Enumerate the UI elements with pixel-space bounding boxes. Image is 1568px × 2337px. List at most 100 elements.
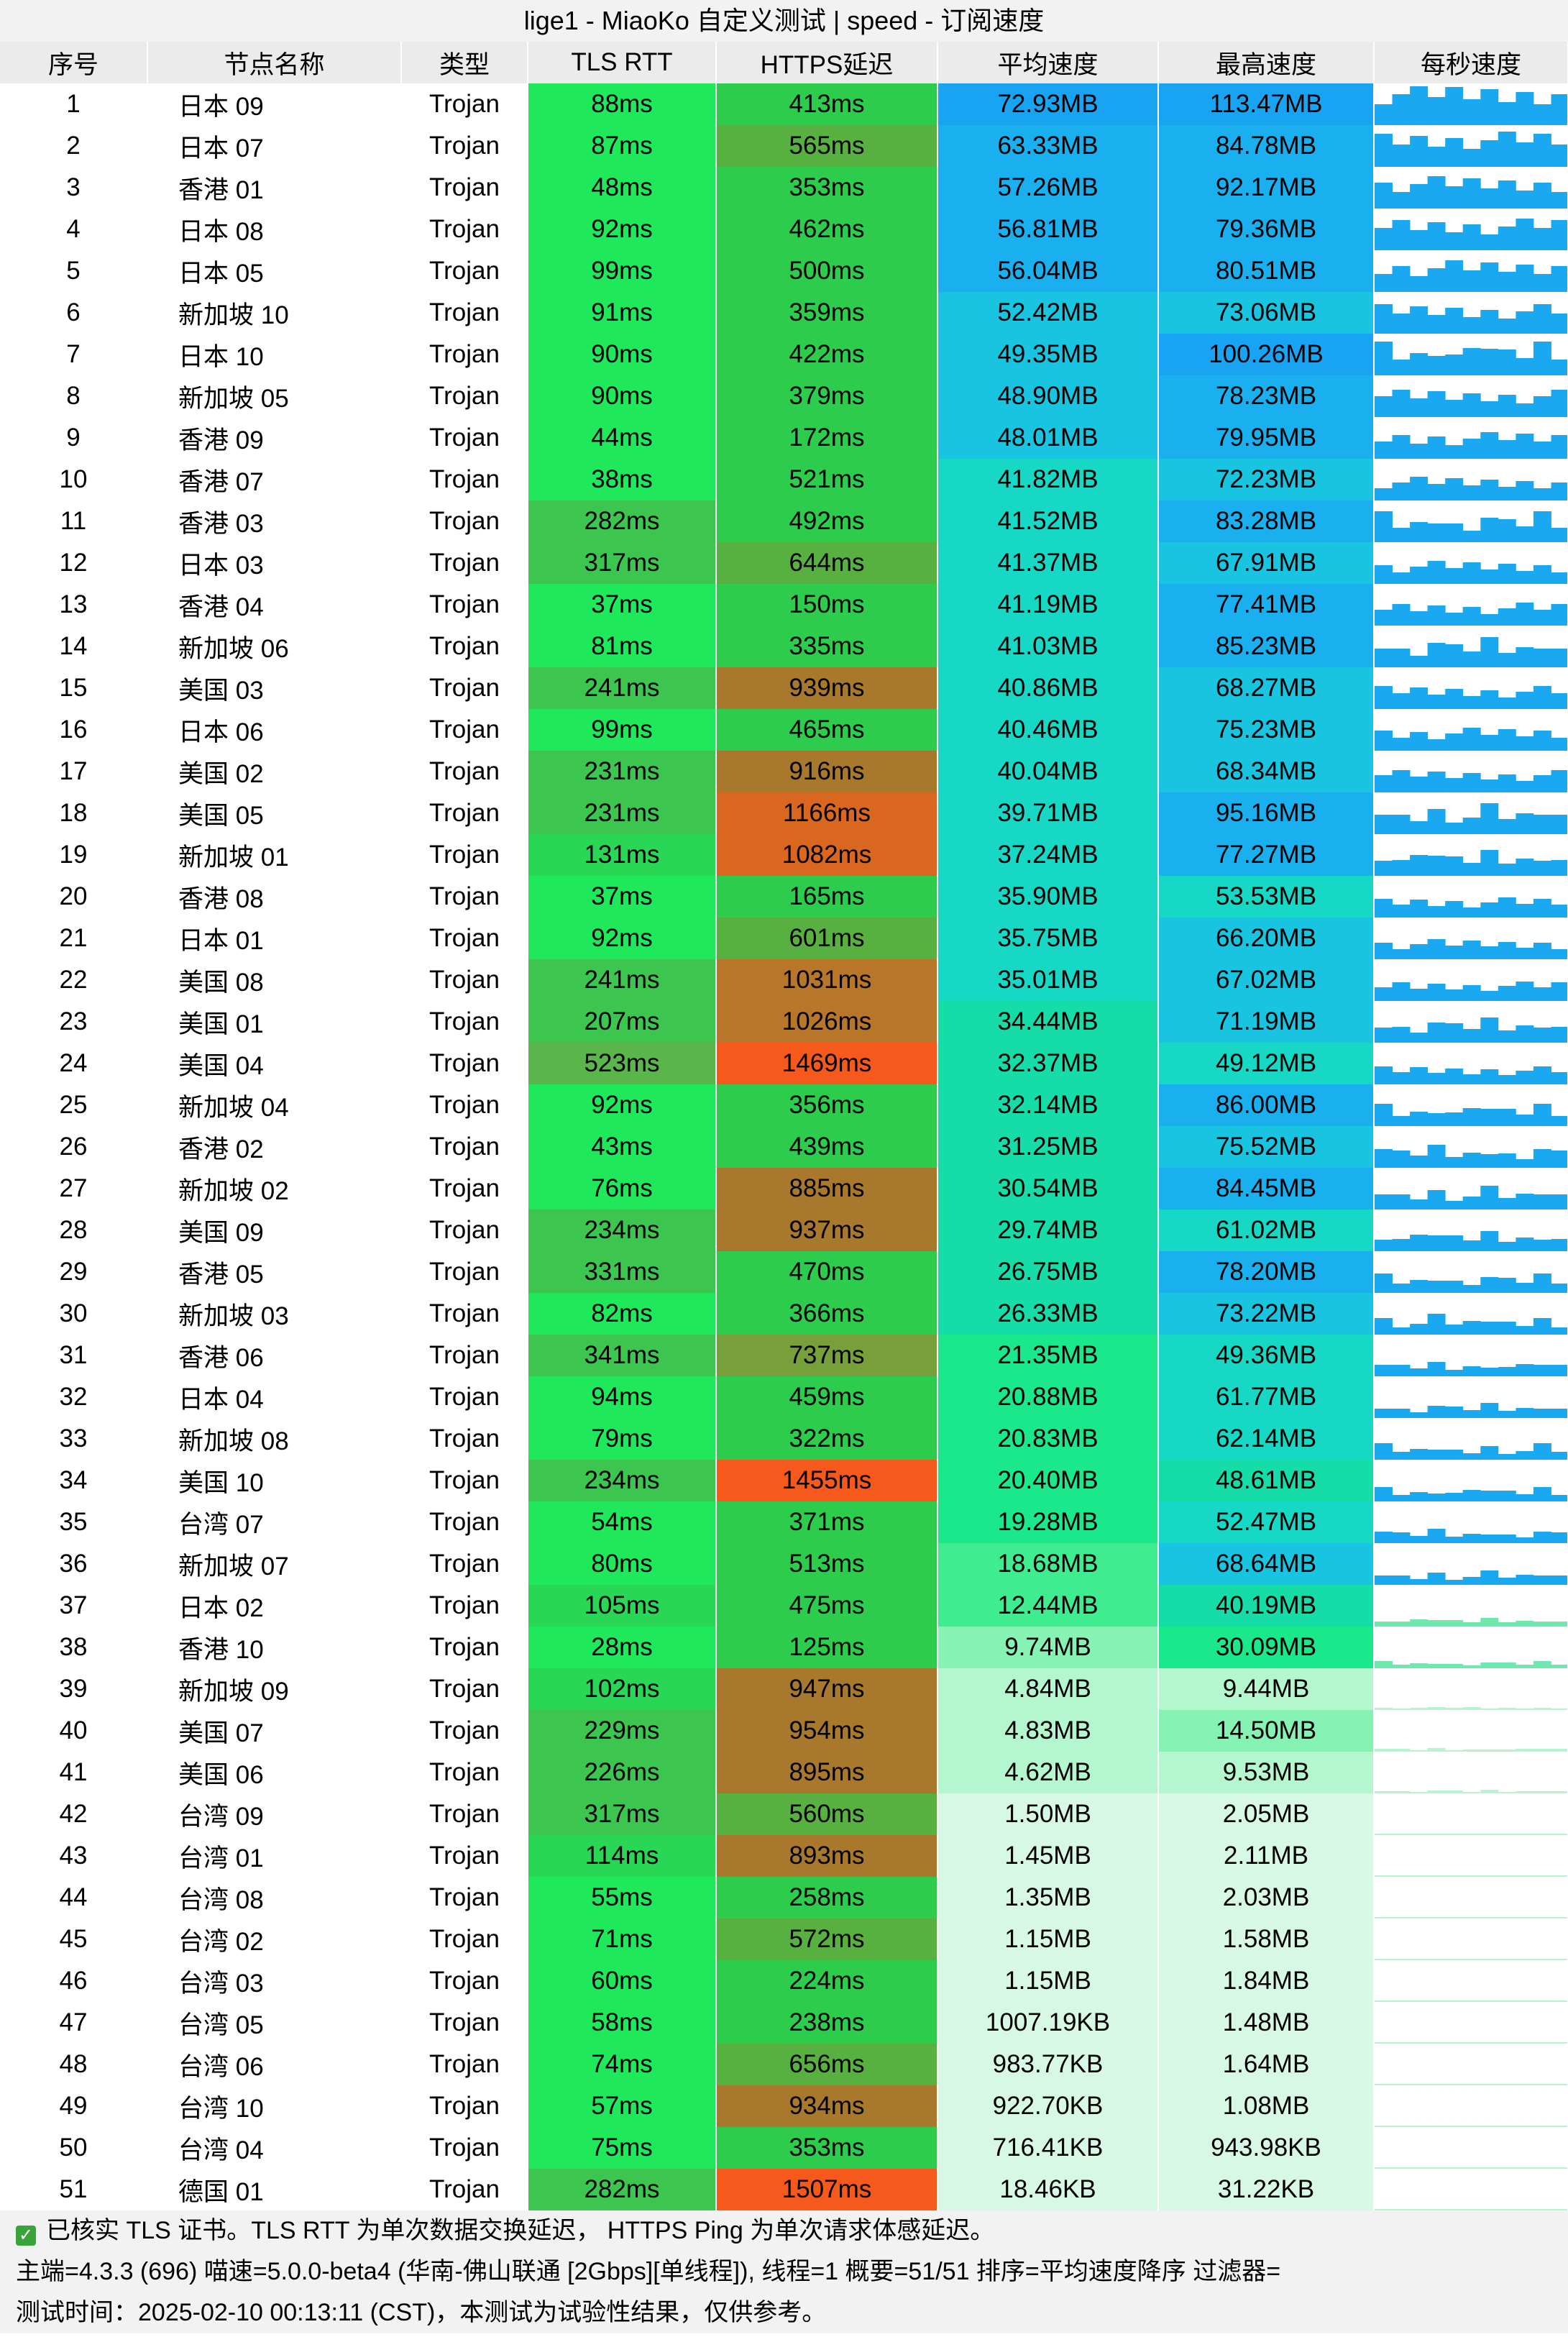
sparkline-bar: [1498, 608, 1516, 626]
header-index: 序号: [0, 42, 148, 83]
sparkline-bar: [1427, 739, 1446, 751]
speed-sparkline: [1375, 1362, 1567, 1376]
sparkline-bar: [1480, 1154, 1499, 1168]
cell-index: 28: [0, 1209, 148, 1251]
cell-type: Trojan: [401, 334, 528, 375]
sparkline-bar: [1462, 1108, 1481, 1126]
sparkline-bar: [1392, 2000, 1411, 2002]
cell-avg-speed: 34.44MB: [937, 1001, 1159, 1043]
cell-index: 31: [0, 1335, 148, 1376]
sparkline-bar: [1392, 1709, 1411, 1710]
cell-per-second-speed: [1374, 2002, 1568, 2044]
sparkline-bar: [1480, 779, 1499, 792]
cell-avg-speed: 1.35MB: [937, 1877, 1159, 1918]
cell-index: 10: [0, 459, 148, 500]
cell-tls-rtt: 226ms: [528, 1752, 717, 1793]
cell-tls-rtt: 37ms: [528, 876, 717, 918]
sparkline-bar: [1392, 860, 1411, 876]
sparkline-bar: [1498, 1030, 1516, 1043]
sparkline-bar: [1480, 2209, 1499, 2210]
cell-per-second-speed: [1374, 1835, 1568, 1877]
sparkline-bar: [1551, 1834, 1567, 1835]
cell-avg-speed: 63.33MB: [937, 125, 1159, 167]
speed-sparkline: [1375, 132, 1567, 167]
cell-node-name: 台湾 06: [147, 2044, 402, 2085]
sparkline-bar: [1462, 1750, 1481, 1752]
cell-per-second-speed: [1374, 709, 1568, 751]
sparkline-bar: [1445, 901, 1464, 918]
table-row: 38 香港 10 Trojan 28ms 125ms 9.74MB 30.09MB: [0, 1627, 1568, 1668]
cell-index: 33: [0, 1418, 148, 1460]
sparkline-bar: [1480, 1709, 1499, 1710]
sparkline-bar: [1480, 803, 1499, 834]
sparkline-bar: [1410, 1917, 1429, 1918]
sparkline-bar: [1445, 823, 1464, 834]
sparkline-bar: [1392, 94, 1411, 125]
sparkline-bar: [1516, 982, 1534, 1001]
cell-type: Trojan: [401, 667, 528, 709]
sparkline-bar: [1445, 232, 1464, 250]
sparkline-bar: [1410, 1492, 1429, 1501]
cell-avg-speed: 41.37MB: [937, 542, 1159, 584]
sparkline-bar: [1392, 982, 1411, 1001]
cell-type: Trojan: [401, 792, 528, 834]
sparkline-bar: [1516, 1364, 1534, 1376]
sparkline-bar: [1480, 2167, 1499, 2169]
cell-index: 44: [0, 1877, 148, 1918]
sparkline-bar: [1427, 809, 1446, 834]
cell-node-name: 新加坡 03: [147, 1293, 402, 1335]
cell-type: Trojan: [401, 584, 528, 626]
cell-avg-speed: 26.75MB: [937, 1251, 1159, 1293]
sparkline-bar: [1516, 2126, 1534, 2127]
cell-index: 25: [0, 1084, 148, 1126]
sparkline-bar: [1392, 2084, 1411, 2085]
sparkline-bar: [1462, 773, 1481, 792]
sparkline-bar: [1445, 1325, 1464, 1335]
sparkline-bar: [1551, 949, 1567, 959]
sparkline-bar: [1516, 2042, 1534, 2044]
cell-tls-rtt: 80ms: [528, 1543, 717, 1585]
table-row: 19 新加坡 01 Trojan 131ms 1082ms 37.24MB 77.27MB: [0, 834, 1568, 876]
sparkline-bar: [1551, 1575, 1567, 1585]
sparkline-bar: [1480, 1322, 1499, 1335]
sparkline-bar: [1462, 2000, 1481, 2002]
cell-node-name: 新加坡 04: [147, 1084, 402, 1126]
sparkline-bar: [1445, 568, 1464, 584]
sparkline-bar: [1498, 2042, 1516, 2044]
sparkline-bar: [1480, 1491, 1499, 1501]
sparkline-bar: [1427, 523, 1446, 542]
cell-type: Trojan: [401, 250, 528, 292]
sparkline-bar: [1375, 1365, 1393, 1376]
cell-node-name: 美国 07: [147, 1710, 402, 1752]
cell-avg-speed: 30.54MB: [937, 1168, 1159, 1209]
sparkline-bar: [1516, 1917, 1534, 1918]
sparkline-bar: [1410, 1368, 1429, 1376]
cell-per-second-speed: [1374, 167, 1568, 209]
cell-node-name: 美国 04: [147, 1043, 402, 1084]
sparkline-bar: [1427, 1362, 1446, 1376]
sparkline-bar: [1392, 2167, 1411, 2169]
sparkline-bar: [1375, 511, 1393, 542]
sparkline-bar: [1480, 1618, 1499, 1627]
cell-index: 29: [0, 1251, 148, 1293]
cell-per-second-speed: [1374, 209, 1568, 250]
sparkline-bar: [1533, 565, 1551, 584]
cell-avg-speed: 56.81MB: [937, 209, 1159, 250]
sparkline-bar: [1462, 485, 1481, 500]
cell-avg-speed: 29.74MB: [937, 1209, 1159, 1251]
sparkline-bar: [1551, 1284, 1567, 1293]
sparkline-bar: [1498, 319, 1516, 334]
sparkline-bar: [1445, 1791, 1464, 1793]
cell-type: Trojan: [401, 1793, 528, 1835]
speed-sparkline: [1375, 176, 1567, 209]
cell-https-latency: 356ms: [716, 1084, 938, 1126]
cell-avg-speed: 9.74MB: [937, 1627, 1159, 1668]
cell-type: Trojan: [401, 1251, 528, 1293]
sparkline-bar: [1480, 570, 1499, 584]
sparkline-bar: [1462, 1153, 1481, 1168]
cell-per-second-speed: [1374, 1126, 1568, 1168]
cell-avg-speed: 35.75MB: [937, 918, 1159, 959]
sparkline-bar: [1375, 731, 1393, 751]
sparkline-bar: [1427, 97, 1446, 125]
cell-https-latency: 465ms: [716, 709, 938, 751]
